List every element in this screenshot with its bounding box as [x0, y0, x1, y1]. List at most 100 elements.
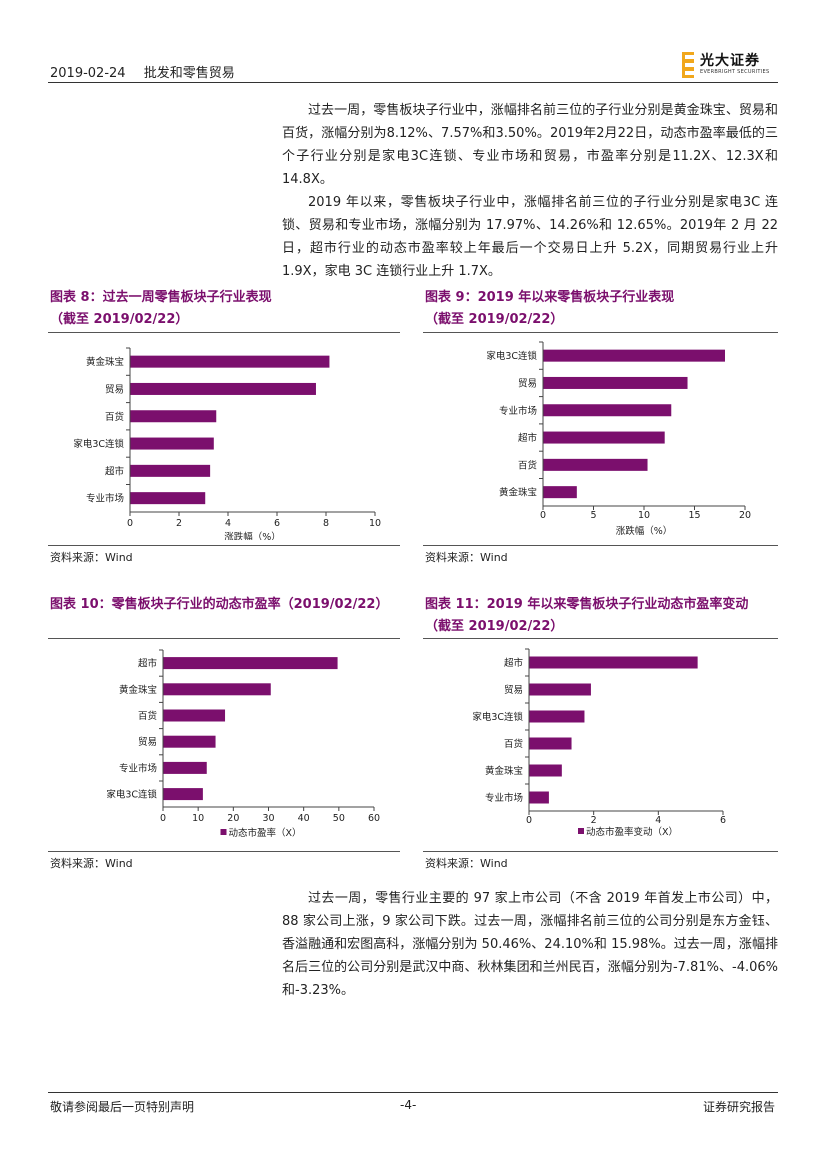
x-tick-label: 4	[655, 815, 661, 826]
figure-11-top-rule	[423, 638, 778, 639]
category-label: 百货	[518, 459, 537, 471]
figure-8-subtitle: （截至 2019/02/22）	[50, 312, 189, 327]
category-label: 家电3C连锁	[106, 789, 157, 801]
category-label: 贸易	[105, 383, 124, 395]
figure-9-top-rule	[423, 332, 778, 333]
legend-swatch	[578, 828, 584, 834]
figure-9-source: 资料来源：Wind	[425, 551, 508, 564]
header-category: 批发和零售贸易	[143, 66, 235, 81]
x-tick-label: 40	[298, 813, 310, 824]
figure-10-title: 图表 10：零售板块子行业的动态市盈率（2019/02/22）	[50, 597, 389, 612]
figure-10-chart: 超市 黄金珠宝 百货 贸易 专业市场 家电3C连锁 0 10 20 30 40 50 60 动态市盈率（X…	[48, 645, 400, 849]
category-label: 黄金珠宝	[86, 356, 124, 368]
intro-paragraph-1: 过去一周，零售板块子行业中，涨幅排名前三位的子行业分别是黄金珠宝、贸易和百货，涨…	[282, 103, 778, 187]
category-label: 百货	[105, 411, 124, 423]
x-tick-label: 10	[192, 813, 204, 824]
category-label: 黄金珠宝	[119, 684, 157, 696]
x-tick-label: 15	[688, 510, 700, 521]
category-label: 贸易	[138, 736, 157, 748]
logo-text-en: EVERBRIGHT SECURITIES	[700, 69, 770, 75]
x-tick-label: 6	[274, 518, 280, 529]
bar	[529, 683, 591, 696]
x-tick-label: 0	[526, 815, 532, 826]
figure-9-title-block: 图表 9：2019 年以来零售板块子行业表现 （截至 2019/02/22）	[425, 287, 780, 331]
figure-8-top-rule	[48, 332, 400, 333]
legend-swatch	[220, 829, 227, 835]
bar	[163, 709, 226, 722]
outro-text: 过去一周，零售行业主要的 97 家上市公司（不含 2019 年首发上市公司）中，…	[282, 887, 778, 1002]
x-tick-label: 10	[638, 510, 650, 521]
figure-11-subtitle: （截至 2019/02/22）	[425, 619, 564, 634]
intro-text: 过去一周，零售板块子行业中，涨幅排名前三位的子行业分别是黄金珠宝、贸易和百货，涨…	[282, 99, 778, 283]
x-tick-label: 20	[739, 510, 751, 521]
x-tick-label: 0	[540, 510, 546, 521]
bar	[543, 431, 665, 444]
x-tick-label: 6	[720, 815, 726, 826]
footer-rule	[48, 1092, 778, 1093]
category-label: 贸易	[504, 684, 523, 696]
x-axis-label: 涨跌幅（%）	[224, 531, 281, 540]
bar	[163, 683, 271, 696]
logo-mark-icon	[682, 52, 694, 78]
figure-11-chart: 超市 贸易 家电3C连锁 百货 黄金珠宝 专业市场 0 2 4 6 动态市盈率变动（X）	[423, 645, 778, 849]
category-label: 专业市场	[119, 762, 157, 774]
bar	[529, 764, 562, 777]
figure-8-chart: 黄金珠宝 贸易 百货 家电3C连锁 超市 专业市场 0 2 4 6 8 10 涨跌幅（%）	[48, 340, 400, 544]
category-label: 超市	[138, 658, 158, 670]
category-label: 家电3C连锁	[73, 438, 124, 450]
figure-9-subtitle: （截至 2019/02/22）	[425, 312, 564, 327]
bar	[130, 382, 316, 395]
figure-10-source: 资料来源：Wind	[50, 857, 133, 870]
bar	[529, 791, 549, 804]
footer-page-number: -4-	[400, 1098, 417, 1112]
category-label: 百货	[504, 738, 523, 750]
intro-paragraph-2: 2019 年以来，零售板块子行业中，涨幅排名前三位的子行业分别是家电3C 连锁、…	[282, 195, 778, 279]
x-tick-label: 10	[369, 518, 381, 529]
bar	[529, 737, 572, 750]
legend-label: 动态市盈率变动（X）	[586, 826, 678, 838]
x-tick-label: 0	[160, 813, 166, 824]
x-axis-label: 涨跌幅（%）	[616, 525, 673, 537]
figure-8-source: 资料来源：Wind	[50, 551, 133, 564]
header-date: 2019-02-24	[50, 66, 126, 81]
figure-8-bottom-rule	[48, 545, 400, 546]
bar	[130, 437, 214, 450]
x-tick-label: 2	[591, 815, 597, 826]
category-label: 家电3C连锁	[486, 350, 537, 362]
bar	[543, 486, 577, 499]
outro-paragraph-1: 过去一周，零售行业主要的 97 家上市公司（不含 2019 年首发上市公司）中，…	[282, 891, 778, 998]
x-tick-label: 0	[127, 518, 133, 529]
bar	[163, 657, 338, 670]
category-label: 超市	[105, 465, 125, 477]
category-label: 专业市场	[499, 405, 537, 417]
figure-11-title: 图表 11：2019 年以来零售板块子行业动态市盈率变动	[425, 597, 749, 612]
bar	[543, 458, 648, 471]
category-label: 家电3C连锁	[472, 711, 523, 723]
x-tick-label: 2	[176, 518, 182, 529]
bar	[543, 376, 688, 389]
bar	[130, 410, 217, 423]
bar	[543, 404, 672, 417]
page-header: 2019-02-24 批发和零售贸易	[50, 62, 249, 81]
x-tick-label: 8	[323, 518, 329, 529]
figure-10-top-rule	[48, 638, 400, 639]
figure-11-bottom-rule	[423, 851, 778, 852]
bar	[529, 656, 698, 669]
category-label: 专业市场	[86, 493, 124, 505]
category-label: 黄金珠宝	[485, 765, 523, 777]
x-tick-label: 50	[333, 813, 345, 824]
bar	[163, 761, 207, 774]
category-label: 百货	[138, 710, 157, 722]
category-label: 专业市场	[485, 792, 523, 804]
figure-11-title-block: 图表 11：2019 年以来零售板块子行业动态市盈率变动 （截至 2019/02…	[425, 594, 780, 638]
category-label: 超市	[518, 432, 538, 444]
bar	[543, 349, 725, 362]
bar	[130, 492, 206, 505]
x-tick-label: 30	[262, 813, 274, 824]
figure-10-bottom-rule	[48, 851, 400, 852]
category-label: 贸易	[518, 377, 537, 389]
logo-text-cn: 光大证券	[700, 53, 760, 69]
